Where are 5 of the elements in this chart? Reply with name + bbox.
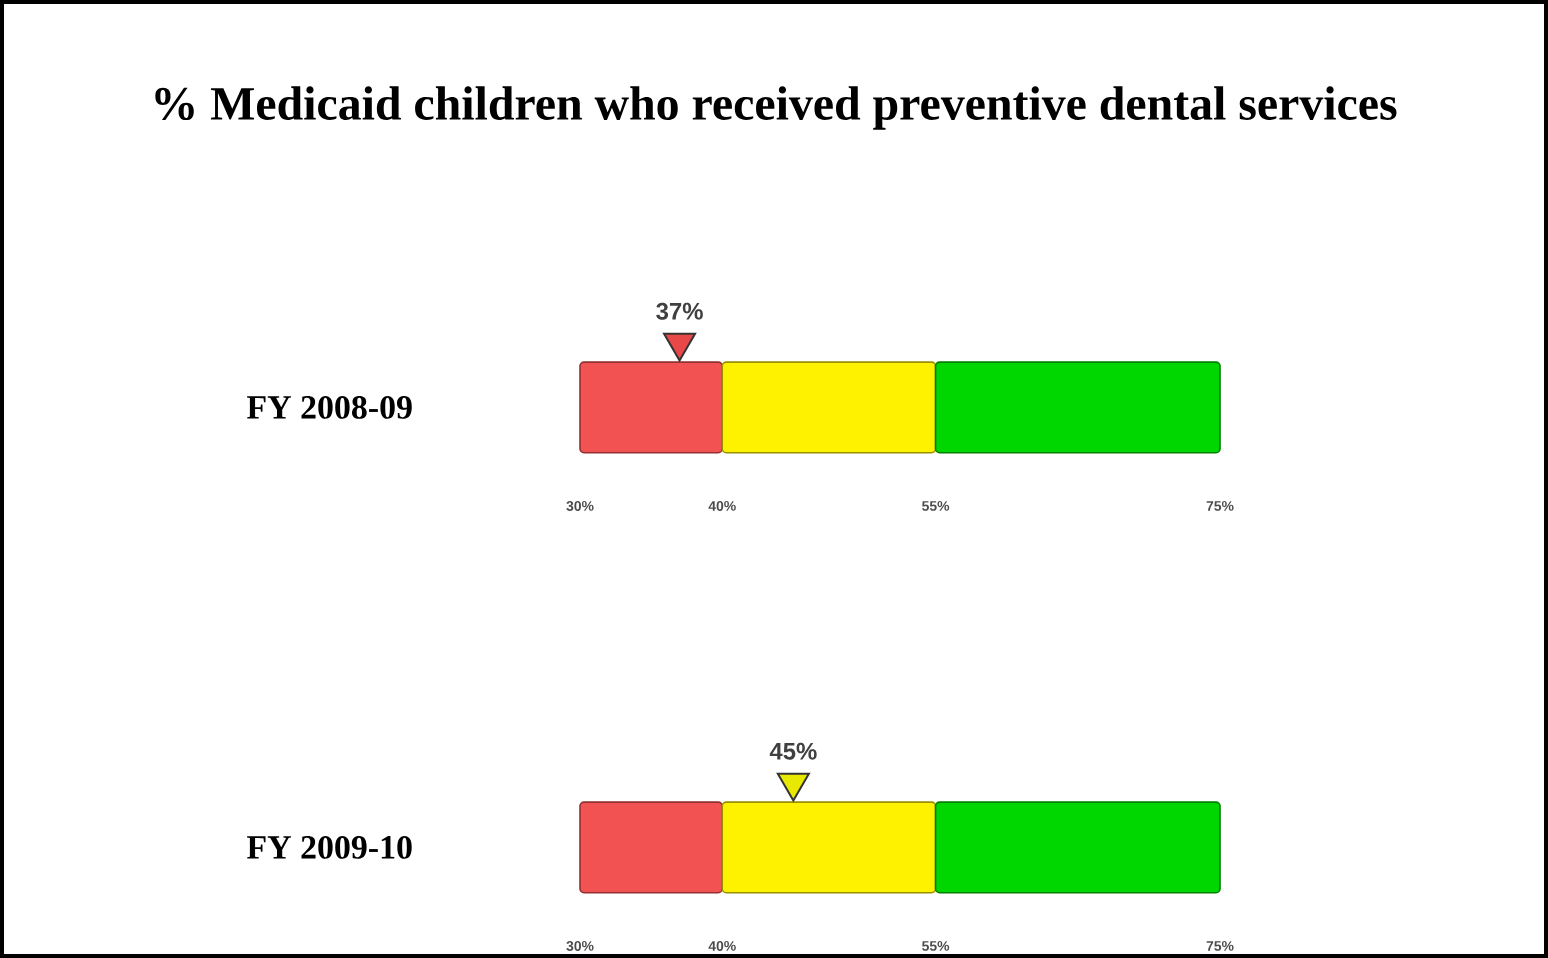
chart-title: % Medicaid children who received preventive dental services — [155, 86, 1397, 130]
y-tick-label: FY 2008-09 — [247, 395, 412, 419]
data-label: 37% — [656, 302, 703, 320]
data-label: 45% — [769, 742, 817, 760]
y-tick-label: FY 2009-10 — [247, 835, 412, 859]
